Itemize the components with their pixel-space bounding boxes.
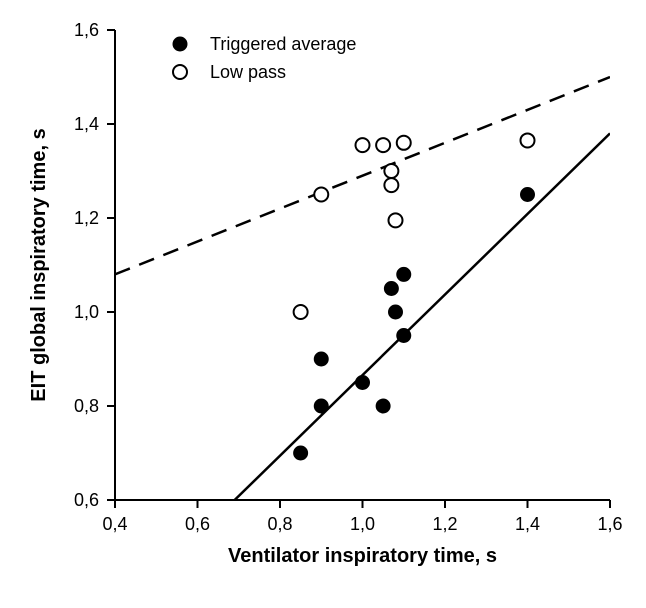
y-tick-label: 1,6 bbox=[74, 20, 99, 40]
triggered-point bbox=[384, 282, 398, 296]
triggered-point bbox=[314, 399, 328, 413]
triggered-point bbox=[389, 305, 403, 319]
triggered-trend-line bbox=[235, 133, 610, 500]
triggered-point bbox=[294, 446, 308, 460]
lowpass-point bbox=[389, 213, 403, 227]
y-axis-label: EIT global inspiratory time, s bbox=[28, 128, 50, 401]
x-tick-label: 1,0 bbox=[350, 514, 375, 534]
legend-marker-lowpass bbox=[173, 65, 187, 79]
triggered-point bbox=[356, 376, 370, 390]
lowpass-point bbox=[397, 136, 411, 150]
lowpass-point bbox=[294, 305, 308, 319]
x-tick-label: 1,6 bbox=[597, 514, 622, 534]
y-tick-label: 1,0 bbox=[74, 302, 99, 322]
x-tick-label: 0,6 bbox=[185, 514, 210, 534]
triggered-point bbox=[314, 352, 328, 366]
legend-label-lowpass: Low pass bbox=[210, 62, 286, 82]
lowpass-point bbox=[314, 188, 328, 202]
lowpass-point bbox=[376, 138, 390, 152]
legend: Triggered average Low pass bbox=[173, 34, 356, 82]
legend-marker-triggered bbox=[173, 37, 187, 51]
y-tick-label: 1,4 bbox=[74, 114, 99, 134]
y-tick-label: 0,8 bbox=[74, 396, 99, 416]
lowpass-point bbox=[384, 164, 398, 178]
x-tick-label: 1,2 bbox=[432, 514, 457, 534]
data-points bbox=[294, 133, 535, 460]
triggered-point bbox=[521, 188, 535, 202]
y-tick-label: 1,2 bbox=[74, 208, 99, 228]
lowpass-point bbox=[384, 178, 398, 192]
triggered-point bbox=[397, 267, 411, 281]
x-tick-label: 0,8 bbox=[267, 514, 292, 534]
triggered-point bbox=[376, 399, 390, 413]
scatter-chart: 0,40,60,81,01,21,41,60,60,81,01,21,41,6V… bbox=[0, 0, 646, 608]
lowpass-point bbox=[356, 138, 370, 152]
legend-label-triggered: Triggered average bbox=[210, 34, 356, 54]
chart-svg: 0,40,60,81,01,21,41,60,60,81,01,21,41,6V… bbox=[0, 0, 646, 608]
x-tick-label: 1,4 bbox=[515, 514, 540, 534]
lowpass-point bbox=[521, 133, 535, 147]
y-tick-label: 0,6 bbox=[74, 490, 99, 510]
x-tick-label: 0,4 bbox=[102, 514, 127, 534]
triggered-point bbox=[397, 329, 411, 343]
lowpass-trend-line bbox=[115, 77, 610, 274]
x-axis-label: Ventilator inspiratory time, s bbox=[228, 545, 497, 567]
